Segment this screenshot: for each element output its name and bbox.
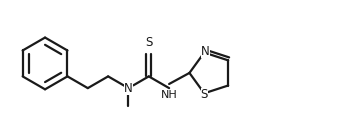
Text: NH: NH — [161, 90, 178, 100]
Text: S: S — [145, 36, 153, 49]
Text: N: N — [124, 82, 133, 95]
Text: S: S — [201, 88, 208, 101]
Text: N: N — [201, 45, 210, 58]
